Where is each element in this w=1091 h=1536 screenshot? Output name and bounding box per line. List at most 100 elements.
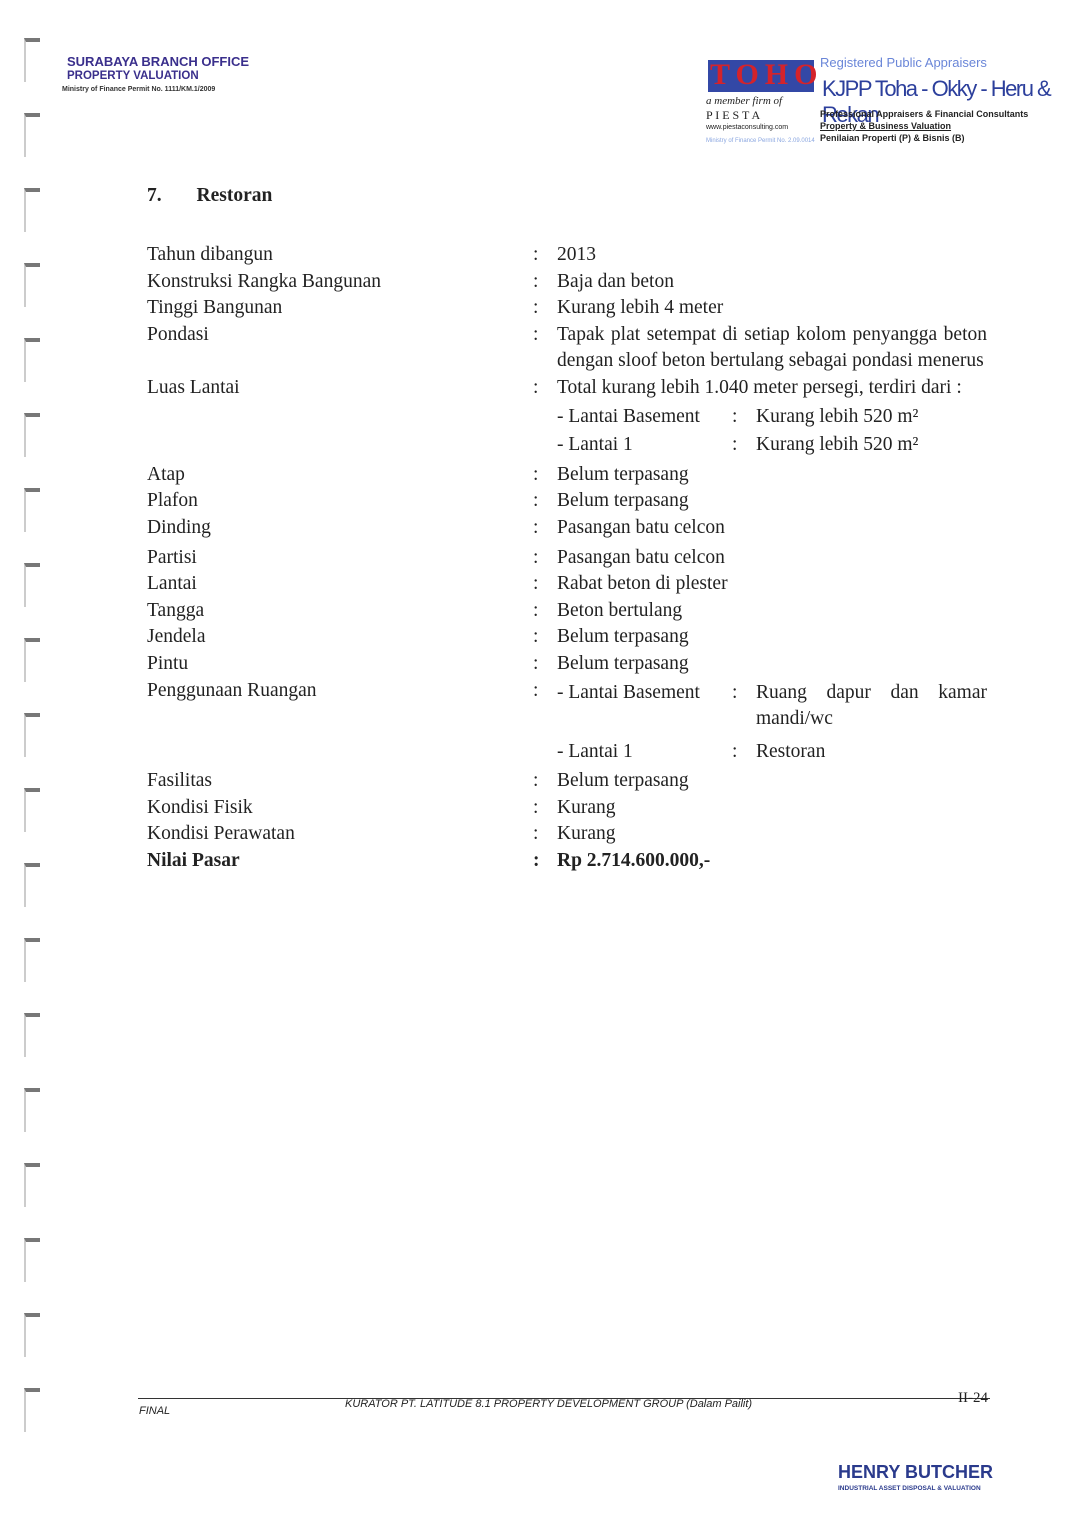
spec-row: Kondisi Perawatan: Kurang: [147, 821, 987, 848]
sub-value: Kurang lebih 520 m²: [756, 405, 919, 427]
spec-row: Tinggi Bangunan: Kurang lebih 4 meter: [147, 295, 987, 322]
spec-value: Total kurang lebih 1.040 meter persegi, …: [557, 376, 962, 398]
spec-label: Plafon: [147, 490, 198, 512]
spec-value-cell: Belum terpasang: [557, 488, 987, 515]
separator: :: [533, 546, 539, 568]
spec-value: Rp 2.714.600.000,-: [557, 850, 711, 872]
footer-status: FINAL: [139, 1405, 171, 1417]
spec-value: Kurang lebih 4 meter: [557, 297, 724, 319]
logo-box: [708, 60, 814, 92]
spec-row: Jendela: Belum terpasang: [147, 624, 987, 651]
logo-line: Penilaian Properti (P) & Bisnis (B): [820, 133, 965, 143]
separator: :: [533, 490, 539, 512]
binder-mark: [24, 938, 40, 982]
office: SURABAYA BRANCH OFFICE: [67, 54, 250, 69]
spec-value-cell: Belum terpasang: [557, 651, 987, 678]
separator: :: [533, 679, 539, 701]
spec-value: Baja dan beton: [557, 270, 674, 292]
spec-row: Lantai: Rabat beton di plester: [147, 571, 987, 598]
separator: :: [533, 573, 539, 595]
binder-mark: [24, 638, 40, 682]
spec-value-cell: - Lantai Basement: Ruang dapur dan kamar …: [557, 678, 987, 766]
separator: :: [732, 434, 738, 456]
spec-label: Lantai: [147, 573, 197, 595]
spec-value: Belum terpasang: [557, 463, 689, 485]
footer-client: KURATOR PT. LATITUDE 8.1 PROPERTY DEVELO…: [345, 1398, 753, 1410]
sub-value: Restoran: [756, 740, 826, 762]
spec-label: Kondisi Perawatan: [147, 823, 295, 845]
spec-value-cell: Kurang: [557, 795, 987, 822]
sub-row: - Lantai Basement: Ruang dapur dan kamar …: [557, 680, 987, 733]
spec-value: Pasangan batu celcon: [557, 546, 725, 568]
binder-mark: [24, 1238, 40, 1282]
sub-row: - Lantai Basement: Kurang lebih 520 m²: [557, 404, 987, 431]
spec-row: Plafon: Belum terpasang: [147, 488, 987, 515]
spec-row: Luas Lantai: Total kurang lebih 1.040 met…: [147, 375, 987, 459]
binder-mark: [24, 563, 40, 607]
spec-label: Nilai Pasar: [147, 850, 240, 872]
binder-mark: [24, 1313, 40, 1357]
spec-value-cell: Kurang: [557, 821, 987, 848]
spec-value: Pasangan batu celcon: [557, 516, 725, 538]
spec-label: Kondisi Fisik: [147, 796, 253, 818]
dept: PROPERTY VALUATION: [67, 70, 199, 82]
spec-value-cell: Belum terpasang: [557, 624, 987, 651]
separator: :: [533, 796, 539, 818]
footer-rule: [138, 1398, 990, 1399]
spec-value-cell: Belum terpasang: [557, 768, 987, 795]
sub-label: - Lantai Basement: [557, 681, 700, 703]
spec-value: Belum terpasang: [557, 490, 689, 512]
separator: :: [533, 244, 539, 265]
spec-value: Belum terpasang: [557, 652, 689, 674]
spec-row: Partisi: Pasangan batu celcon: [147, 545, 987, 572]
binder-mark: [24, 113, 40, 157]
spec-value-cell: Tapak plat setempat di setiap kolom peny…: [557, 322, 987, 375]
section-title: Restoran: [196, 185, 273, 206]
spec-label: Fasilitas: [147, 770, 213, 792]
binder-mark: [24, 1013, 40, 1057]
binder-mark: [24, 713, 40, 757]
spec-label: Pintu: [147, 652, 189, 674]
spec-value: Belum terpasang: [557, 770, 689, 792]
sub-row: - Lantai 1: Restoran: [557, 739, 987, 766]
logo-lines: Professional Appraisers & Financial Cons…: [820, 108, 1028, 144]
logo-piesta: P I E S T A: [706, 108, 761, 122]
separator: :: [533, 599, 539, 621]
separator: :: [732, 740, 738, 762]
spec-value-cell: Baja dan beton: [557, 269, 987, 296]
separator: :: [533, 376, 539, 398]
spec-value-cell: Belum terpasang: [557, 462, 987, 489]
spec-label: Partisi: [147, 546, 197, 568]
sub-row: - Lantai 1: Kurang lebih 520 m²: [557, 432, 987, 459]
spec-row: Tangga: Beton bertulang: [147, 598, 987, 625]
spec-label: Pondasi: [147, 323, 209, 345]
binder-mark: [24, 338, 40, 382]
binder-mark: [24, 488, 40, 532]
spec-row: Fasilitas: Belum terpasang: [147, 768, 987, 795]
spec-label: Tangga: [147, 599, 205, 621]
binder-mark: [24, 38, 40, 82]
separator: :: [732, 405, 738, 427]
spec-value: 2013: [557, 244, 596, 265]
sub-value: Ruang dapur dan kamar mandi/wc: [756, 681, 987, 730]
spec-row: Kondisi Fisik: Kurang: [147, 795, 987, 822]
spec-label: Jendela: [147, 626, 206, 648]
spec-label: Atap: [147, 463, 185, 485]
logo-toho: TOHO: [710, 58, 824, 91]
spec-label: Tinggi Bangunan: [147, 297, 283, 319]
spec-value-cell: Beton bertulang: [557, 598, 987, 625]
spec-value: Kurang: [557, 823, 616, 845]
logo-permit: Ministry of Finance Permit No. 2.09.0014: [706, 138, 815, 144]
spec-label: Penggunaan Ruangan: [147, 679, 317, 701]
section-heading: 7. Restoran: [147, 185, 272, 207]
sub-value: Kurang lebih 520 m²: [756, 434, 919, 456]
binder-mark: [24, 1088, 40, 1132]
spec-value-cell: Rp 2.714.600.000,-: [557, 848, 987, 875]
sub-label: - Lantai 1: [557, 434, 633, 456]
separator: :: [533, 652, 539, 674]
sub-label: - Lantai Basement: [557, 405, 700, 427]
binder-mark: [24, 263, 40, 307]
binder-mark: [24, 413, 40, 457]
spec-row: Atap: Belum terpasang: [147, 462, 987, 489]
logo-firm: KJPP Toha - Okky - Heru & Rekan: [822, 76, 1052, 127]
